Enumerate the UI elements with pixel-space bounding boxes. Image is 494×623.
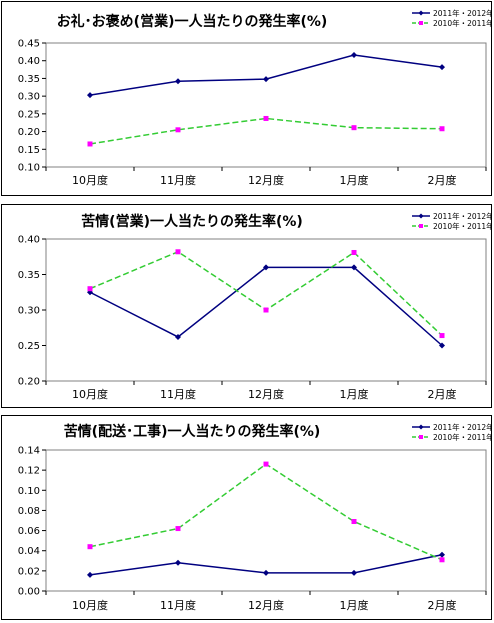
legend-marker — [419, 21, 423, 25]
chart-title: 苦情(営業)一人当たりの発生率(%) — [81, 213, 303, 230]
x-category-label: 12月度 — [248, 387, 284, 401]
series-point — [175, 559, 181, 566]
series-line — [89, 250, 443, 337]
series-point — [87, 141, 93, 147]
legend-marker — [418, 213, 424, 219]
series-point — [87, 571, 93, 578]
x-category-label: 2月度 — [428, 598, 457, 612]
series-point — [263, 569, 269, 576]
x-category-label: 12月度 — [248, 598, 284, 612]
x-category-label: 1月度 — [340, 387, 369, 401]
y-tick-label: 0.30 — [18, 92, 40, 103]
x-category-label: 11月度 — [160, 598, 196, 612]
y-tick-label: 0.00 — [18, 587, 40, 598]
legend-label: 2011年・2012年 — [433, 211, 491, 221]
y-tick-label: 0.02 — [18, 566, 40, 577]
x-category-label: 2月度 — [428, 387, 457, 401]
series-line — [89, 54, 443, 96]
x-category-label: 10月度 — [72, 387, 108, 401]
series-point — [263, 115, 269, 121]
x-category-label: 12月度 — [248, 173, 284, 187]
y-tick-label: 0.04 — [18, 546, 40, 557]
series-point — [263, 264, 269, 271]
y-tick-label: 0.06 — [18, 526, 40, 537]
y-tick-label: 0.08 — [18, 506, 40, 517]
chart-title: 苦情(配送･工事)一人当たりの発生率(%) — [64, 423, 321, 440]
chart-panel-complaint-sales: 苦情(営業)一人当たりの発生率(%) 0.20 0.25 0.30 0.35 0.40 10… — [1, 204, 494, 408]
series-point — [175, 127, 181, 133]
series-point — [351, 125, 357, 131]
y-tick-label: 0.20 — [18, 377, 40, 388]
y-tick-label: 0.45 — [18, 39, 40, 50]
x-category-label: 10月度 — [72, 173, 108, 187]
series-point — [263, 461, 269, 467]
y-tick-label: 0.30 — [18, 306, 40, 317]
legend-marker — [419, 435, 423, 439]
series-point — [439, 333, 445, 339]
y-tick-label: 0.25 — [18, 109, 40, 120]
y-tick-label: 0.25 — [18, 341, 40, 352]
series-point — [351, 569, 357, 576]
chart-svg-complaint-delivery: 苦情(配送･工事)一人当たりの発生率(%) 0.00 0.02 0.04 0.06 0.0… — [18, 422, 494, 612]
x-category-label: 11月度 — [160, 173, 196, 187]
series-line — [89, 463, 443, 561]
chart-panel-praise: お礼･お褒め(営業)一人当たりの発生率(%) 0.10 0.15 0.20 0.25 0.… — [1, 1, 494, 196]
plot-area — [45, 449, 487, 592]
series-line — [89, 117, 443, 145]
series-point — [175, 78, 181, 85]
series-point — [439, 342, 445, 349]
series-point — [87, 286, 93, 292]
series-point — [439, 64, 445, 71]
series-point — [263, 76, 269, 83]
series-point — [351, 264, 357, 271]
y-tick-label: 0.14 — [18, 446, 40, 457]
y-tick-label: 0.40 — [18, 56, 40, 67]
series-point — [351, 52, 357, 59]
x-category-label: 10月度 — [72, 598, 108, 612]
x-category-label: 1月度 — [340, 598, 369, 612]
series-point — [439, 551, 445, 558]
series-point — [87, 92, 93, 99]
y-tick-label: 0.12 — [18, 466, 40, 477]
y-tick-label: 0.10 — [18, 163, 40, 174]
series-point — [439, 557, 445, 563]
x-category-label: 1月度 — [340, 173, 369, 187]
plot-area — [45, 42, 487, 168]
series-point — [351, 249, 357, 255]
series-point — [351, 519, 357, 525]
x-category-label: 11月度 — [160, 387, 196, 401]
legend-label: 2010年・2011年 — [433, 432, 491, 442]
series-point — [263, 307, 269, 313]
chart-svg-complaint-sales: 苦情(営業)一人当たりの発生率(%) 0.20 0.25 0.30 0.35 0.40 10… — [18, 211, 494, 401]
series-point — [175, 333, 181, 340]
series-point — [175, 526, 181, 532]
legend-marker — [418, 424, 424, 430]
chart-svg-praise: お礼･お褒め(営業)一人当たりの発生率(%) 0.10 0.15 0.20 0.25 0.… — [18, 8, 494, 187]
y-tick-label: 0.35 — [18, 74, 40, 85]
legend-label: 2010年・2011年 — [433, 221, 491, 231]
y-tick-label: 0.10 — [18, 486, 40, 497]
y-tick-label: 0.20 — [18, 127, 40, 138]
legend-label: 2010年・2011年 — [433, 18, 491, 28]
legend-label: 2011年・2012年 — [433, 8, 491, 18]
legend-label: 2011年・2012年 — [433, 422, 491, 432]
series-line — [89, 266, 443, 347]
chart-title: お礼･お褒め(営業)一人当たりの発生率(%) — [57, 13, 328, 30]
series-point — [439, 126, 445, 132]
legend-marker — [418, 10, 424, 16]
y-tick-label: 0.15 — [18, 145, 40, 156]
y-tick-label: 0.35 — [18, 270, 40, 281]
x-category-label: 2月度 — [428, 173, 457, 187]
legend-marker — [419, 224, 423, 228]
series-point — [175, 249, 181, 255]
chart-panel-complaint-delivery: 苦情(配送･工事)一人当たりの発生率(%) 0.00 0.02 0.04 0.06 0.0… — [1, 415, 494, 620]
y-tick-label: 0.40 — [18, 235, 40, 246]
series-point — [87, 544, 93, 550]
